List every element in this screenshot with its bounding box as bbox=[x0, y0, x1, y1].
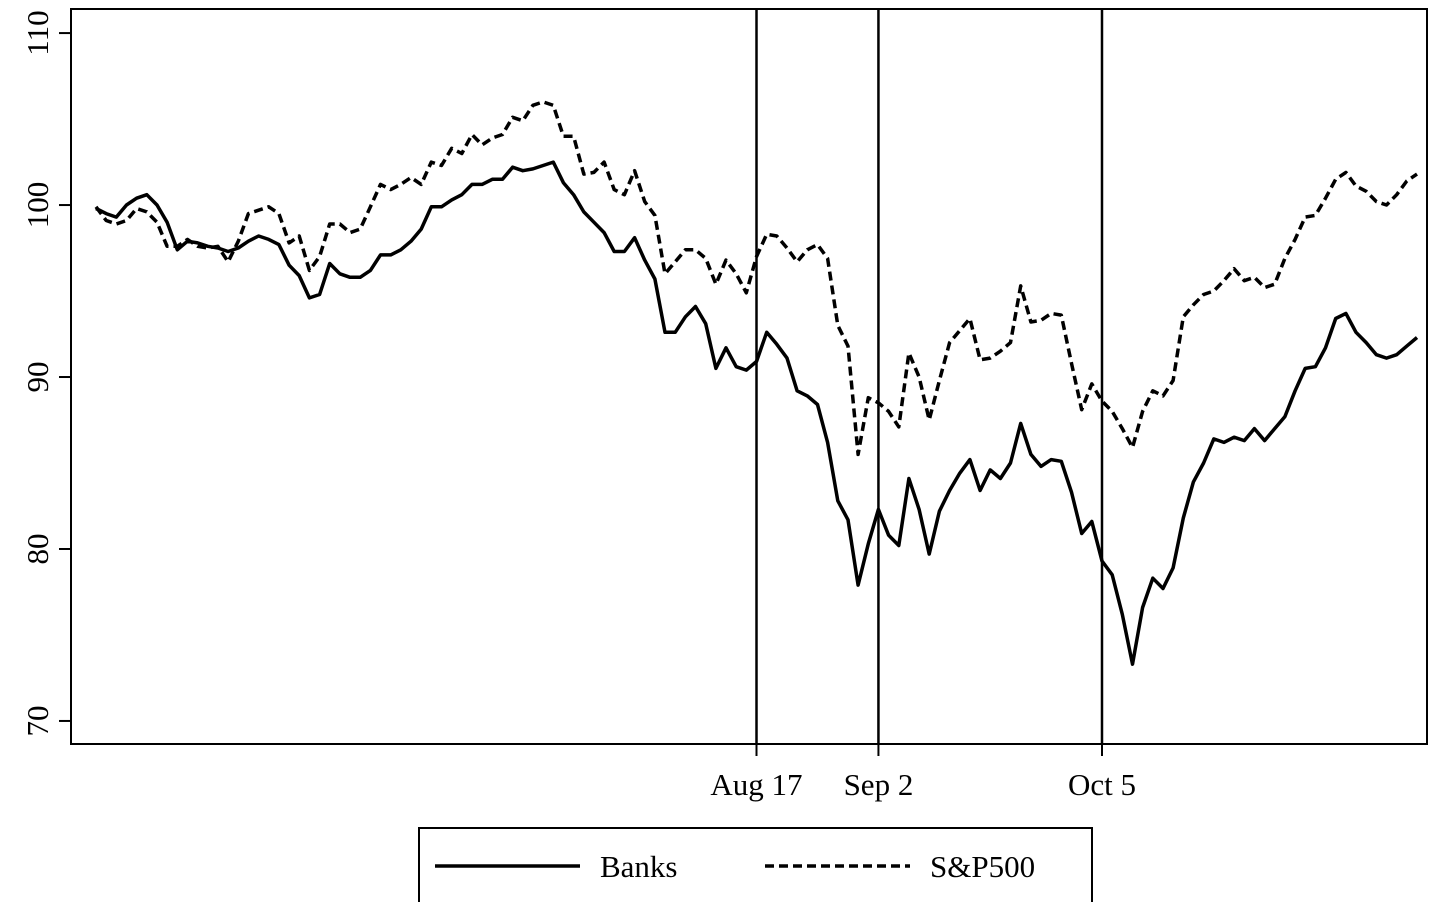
x-tick-label: Oct 5 bbox=[1068, 767, 1136, 802]
x-tick-label: Aug 17 bbox=[710, 767, 802, 802]
y-tick-label: 80 bbox=[20, 533, 55, 564]
y-tick-label: 110 bbox=[20, 10, 55, 55]
legend-label: Banks bbox=[600, 849, 678, 884]
y-tick-label: 100 bbox=[20, 182, 55, 229]
x-tick-label: Sep 2 bbox=[844, 767, 914, 802]
series-line bbox=[95, 160, 1419, 666]
y-tick-label: 70 bbox=[20, 705, 55, 736]
plot-frame bbox=[70, 8, 1428, 745]
y-tick-label: 90 bbox=[20, 362, 55, 393]
legend-label: S&P500 bbox=[930, 849, 1035, 884]
series-line bbox=[94, 100, 1418, 457]
